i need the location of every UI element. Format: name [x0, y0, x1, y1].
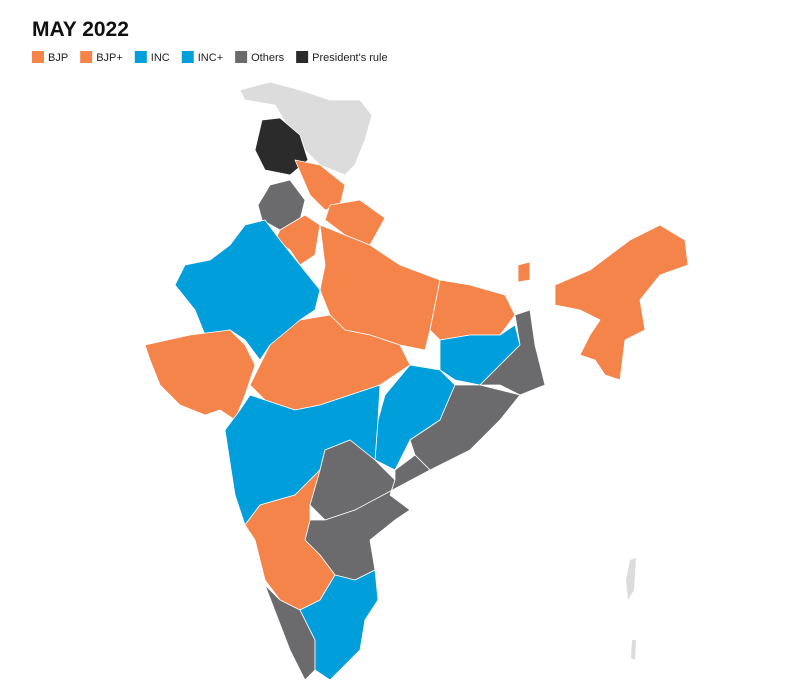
legend-label: BJP	[48, 52, 68, 64]
state-region	[319, 224, 441, 351]
state-region	[554, 224, 689, 381]
legend-swatch	[32, 51, 44, 63]
legend-label: INC	[151, 52, 170, 64]
state-region	[174, 219, 321, 361]
legend-swatch	[296, 51, 309, 63]
state-region	[517, 261, 531, 283]
state-region	[299, 569, 379, 681]
state-region	[374, 364, 456, 471]
legend-swatch	[181, 51, 194, 63]
islands	[626, 558, 636, 600]
islands	[631, 640, 636, 660]
legend-swatch	[80, 51, 93, 63]
legend-label: BJP+	[96, 52, 123, 64]
state-region	[479, 309, 546, 396]
legend-swatch	[134, 51, 147, 63]
map-title: MAY 2022	[32, 18, 129, 41]
legend-swatch	[235, 51, 248, 63]
legend-label: Others	[251, 52, 285, 64]
india-map	[144, 81, 689, 681]
state-region	[144, 329, 256, 421]
legend-label: INC+	[198, 52, 223, 64]
state-region	[409, 384, 521, 471]
legend-label: President's rule	[312, 52, 387, 64]
legend: BJP BJP+ INC INC+ Others President's rule	[32, 51, 388, 64]
state-region	[429, 279, 516, 341]
ladakh	[239, 81, 373, 176]
